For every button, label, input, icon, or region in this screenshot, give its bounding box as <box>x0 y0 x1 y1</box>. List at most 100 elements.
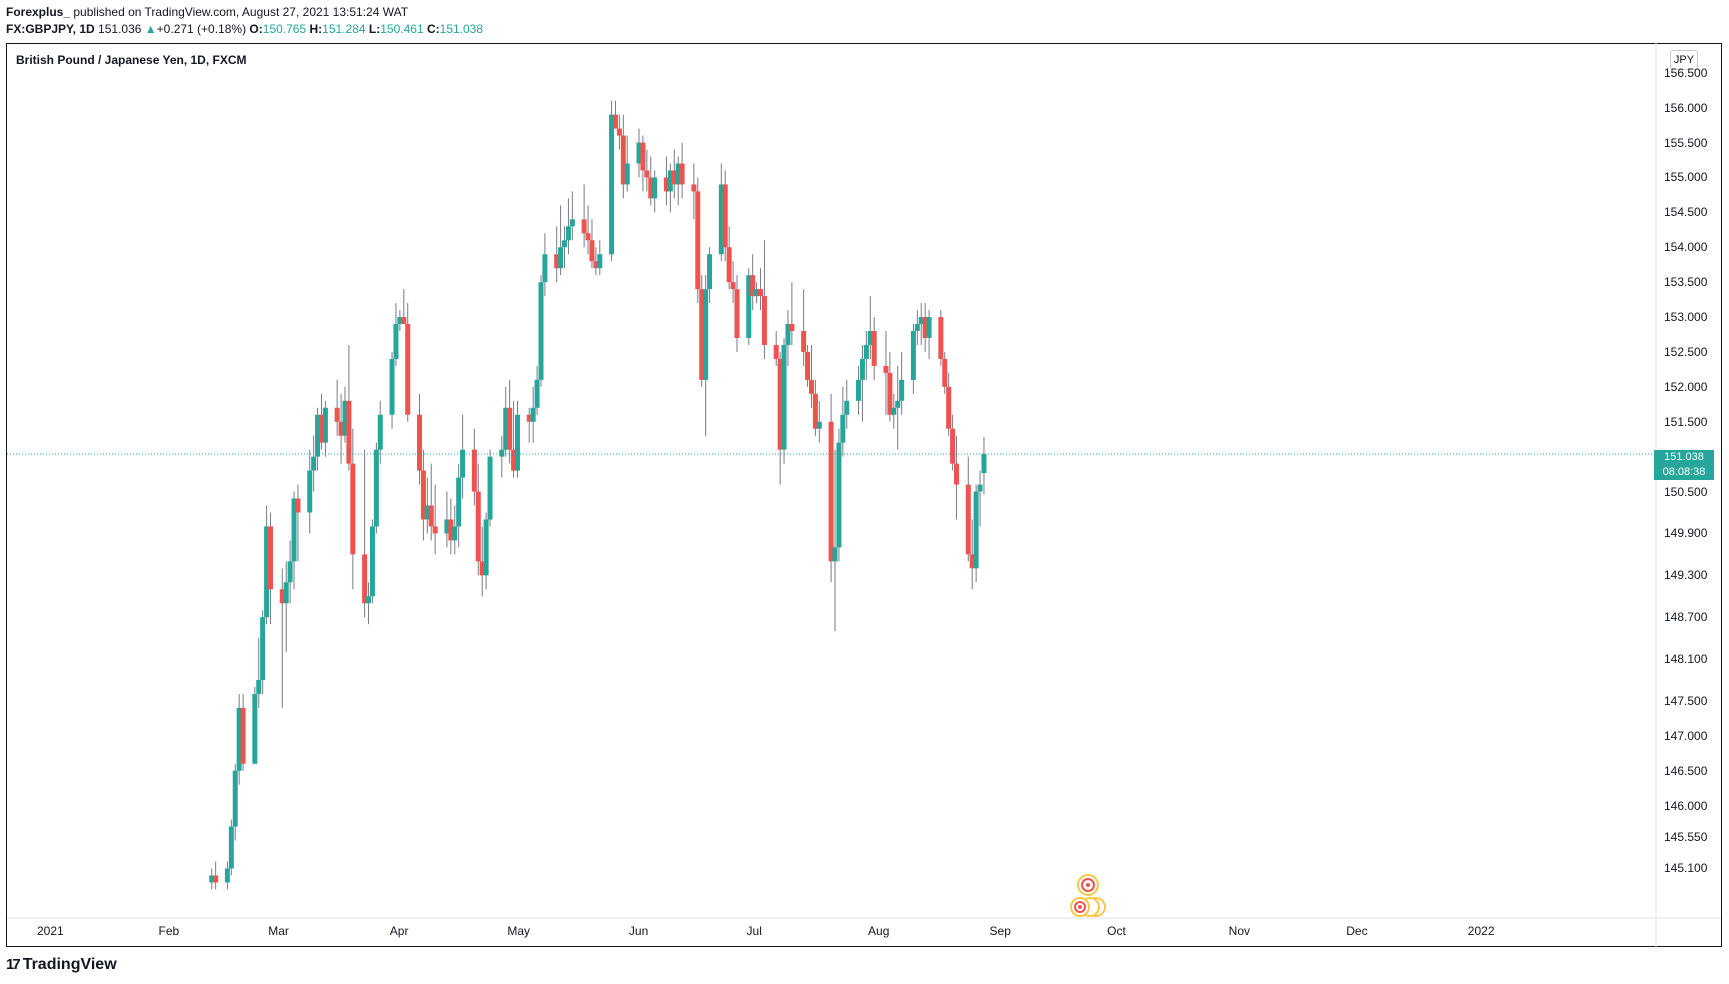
chart-frame <box>6 43 1722 947</box>
candle <box>801 289 807 366</box>
open-value: 150.765 <box>262 22 307 36</box>
candle-body <box>926 317 932 338</box>
candle <box>777 351 783 485</box>
candle-body <box>785 324 791 345</box>
brand-name: TradingView <box>22 956 117 973</box>
price-tick-label: 156.000 <box>1664 100 1708 115</box>
candle <box>883 331 889 415</box>
candle <box>397 310 403 332</box>
time-tick-label: Sep <box>989 924 1011 938</box>
candle <box>699 275 705 387</box>
candle <box>240 693 246 771</box>
candle-body <box>616 128 622 136</box>
candle-body <box>942 358 948 387</box>
candle-body <box>562 240 568 248</box>
candle-body <box>844 400 850 415</box>
candle <box>746 268 752 345</box>
candle <box>726 226 732 290</box>
candle <box>648 156 654 206</box>
candle-body <box>914 324 920 332</box>
candle-body <box>240 707 246 764</box>
candle-body <box>887 372 893 415</box>
price-tick-label: 150.500 <box>1664 484 1708 499</box>
candle-body <box>801 331 807 352</box>
candle-body <box>585 233 591 241</box>
tradingview-logo[interactable]: 17 TradingView <box>6 956 117 974</box>
price-tick-label: 146.500 <box>1664 763 1708 778</box>
candle-body <box>671 170 677 185</box>
candle-body <box>895 400 901 408</box>
candle-body <box>264 526 270 618</box>
chart-title: British Pound / Japanese Yen, 1D, FXCM <box>16 53 247 67</box>
candle <box>264 505 270 625</box>
candle <box>812 379 818 436</box>
candle-body <box>432 526 438 534</box>
candle-body <box>816 421 822 429</box>
candle-body <box>836 442 842 548</box>
candle-body <box>424 505 430 520</box>
candle <box>346 344 352 471</box>
candle <box>859 344 865 422</box>
candle-body <box>268 526 274 590</box>
candle <box>405 303 411 422</box>
low-value: 150.461 <box>380 22 424 36</box>
candle-body <box>428 505 434 527</box>
candle <box>499 435 505 478</box>
candle <box>836 428 842 562</box>
candle <box>420 449 426 541</box>
candle-body <box>899 379 905 401</box>
currency-button[interactable]: JPY <box>1670 50 1698 70</box>
event-markers[interactable] <box>1070 874 1106 917</box>
candle <box>785 310 791 366</box>
candle-body <box>593 261 599 269</box>
candle-body <box>636 142 642 164</box>
symbol-label: FX:GBPJPY, 1D <box>6 22 95 36</box>
candle-body <box>448 519 454 541</box>
bar-countdown: 08:08:38 <box>1662 466 1706 478</box>
candle <box>322 400 328 457</box>
time-tick-label: May <box>507 924 531 938</box>
candle-body <box>342 400 348 436</box>
candle-body <box>279 589 285 604</box>
candle <box>867 296 873 359</box>
candle <box>691 163 697 220</box>
candle-body <box>758 289 764 297</box>
candle <box>899 351 905 415</box>
candle-body <box>652 177 658 199</box>
candle-body <box>318 414 324 443</box>
candle <box>926 310 932 359</box>
candle <box>593 247 599 276</box>
candle <box>252 686 258 764</box>
candle <box>213 861 219 890</box>
candle-body <box>856 379 862 401</box>
candle <box>507 379 513 464</box>
candle-body <box>291 498 297 562</box>
candle-body <box>416 414 422 471</box>
author-name[interactable]: Forexplus_ <box>6 5 71 19</box>
candle <box>695 177 701 304</box>
time-tick-label: 2022 <box>1467 924 1495 938</box>
candle <box>620 114 626 199</box>
candle <box>393 303 399 366</box>
candle-body <box>487 456 493 520</box>
candle-body <box>726 247 732 283</box>
candle-body <box>718 184 724 255</box>
candle <box>526 407 532 443</box>
candle <box>832 449 838 632</box>
candle-body <box>746 275 752 338</box>
candle-body <box>691 184 697 192</box>
candle-body <box>307 470 313 513</box>
candle-body <box>322 407 328 443</box>
candle <box>840 386 846 457</box>
price-tick-label: 155.000 <box>1664 170 1708 185</box>
candle-body <box>503 407 509 450</box>
event-marker-dot-icon <box>1086 883 1090 887</box>
candle <box>828 393 834 583</box>
price-tick-label: 154.500 <box>1664 205 1708 220</box>
candle-body <box>565 226 571 241</box>
change-up-icon: ▲ <box>144 22 157 36</box>
candle <box>401 289 407 325</box>
candle-body <box>754 289 760 297</box>
candle <box>652 170 658 213</box>
